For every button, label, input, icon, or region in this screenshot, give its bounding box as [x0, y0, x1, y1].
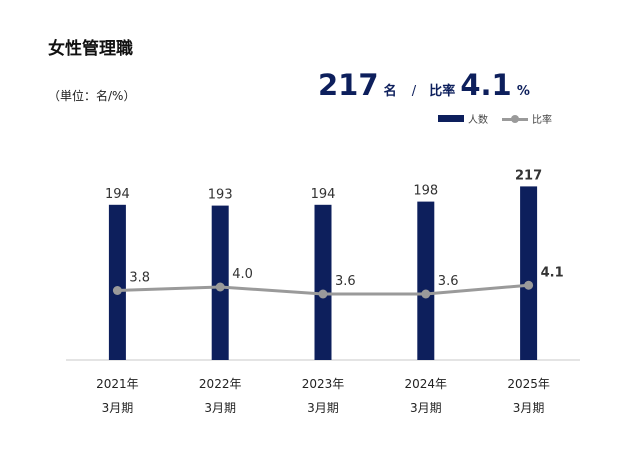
legend-bar-swatch — [438, 115, 464, 122]
bar-value-label-1: 193 — [208, 188, 233, 203]
headline-summary: 217 名 / 比率 4.1 % — [318, 68, 530, 102]
legend-bar-label: 人数 — [468, 115, 488, 126]
x-tick-label-year-0: 2021年 — [96, 377, 139, 391]
ratio-point-4 — [524, 280, 534, 290]
x-tick-label-period-2: 3月期 — [307, 401, 339, 415]
x-tick-label-year-1: 2022年 — [199, 377, 242, 391]
x-tick-label-period-4: 3月期 — [513, 401, 545, 415]
bar-4 — [520, 186, 538, 360]
legend: 人数 比率 — [438, 111, 552, 126]
ratio-point-1 — [215, 282, 225, 292]
bar-3 — [417, 201, 435, 360]
legend-line-label: 比率 — [532, 115, 552, 126]
bar-value-label-3: 198 — [413, 184, 438, 199]
ratio-value-label-3: 3.6 — [438, 274, 459, 289]
x-tick-label-year-2: 2023年 — [302, 377, 345, 391]
ratio-value-label-2: 3.6 — [335, 274, 356, 289]
legend-line-swatch — [502, 114, 528, 123]
headline-ratio: 4.1 — [460, 68, 512, 102]
bar-value-label-0: 194 — [105, 187, 130, 202]
headline-count-unit: 名 — [383, 84, 397, 99]
ratio-point-3 — [421, 289, 431, 299]
headline-count: 217 — [318, 68, 379, 102]
x-tick-label-period-3: 3月期 — [410, 401, 442, 415]
headline-ratio-label: 比率 — [429, 84, 456, 99]
x-tick-label-period-0: 3月期 — [102, 401, 134, 415]
x-tick-label-year-4: 2025年 — [507, 377, 550, 391]
ratio-value-label-0: 3.8 — [129, 271, 150, 286]
bar-2 — [314, 204, 332, 360]
ratio-point-0 — [112, 286, 122, 295]
chart-title: 女性管理職 — [48, 39, 133, 59]
ratio-value-label-4: 4.1 — [541, 265, 564, 280]
ratio-point-2 — [318, 289, 328, 299]
bar-value-label-2: 194 — [311, 187, 336, 202]
ratio-value-label-1: 4.0 — [232, 267, 253, 282]
x-tick-label-year-3: 2024年 — [405, 377, 448, 391]
unit-label: （単位：名/%） — [48, 89, 136, 103]
bar-0 — [108, 204, 126, 360]
headline-separator: / — [411, 84, 417, 99]
headline-ratio-unit: % — [516, 84, 530, 99]
bar-value-label-4: 217 — [515, 168, 542, 183]
x-tick-label-period-1: 3月期 — [204, 401, 236, 415]
